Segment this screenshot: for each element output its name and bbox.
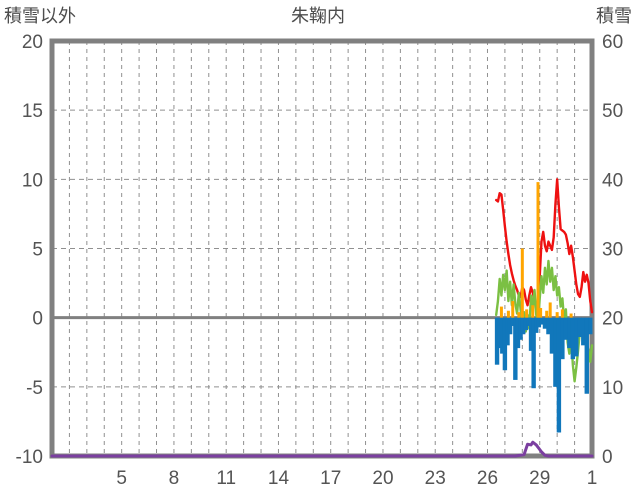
red-line xyxy=(494,178,594,314)
y2-tick-label: 40 xyxy=(602,170,623,191)
blue-bars-item xyxy=(528,317,534,351)
orange-bars-item xyxy=(520,248,524,318)
y-tick-label: 10 xyxy=(22,170,43,191)
blue-bars-item xyxy=(542,317,548,329)
gridlines-group xyxy=(52,41,592,456)
y-tick-label: 0 xyxy=(32,309,43,330)
x-tick-label: 20 xyxy=(372,468,393,489)
blue-bars-item xyxy=(574,317,579,357)
orange-bars-item xyxy=(506,310,510,318)
blue-bars-item xyxy=(526,317,531,326)
x-tick-label: 17 xyxy=(320,468,341,489)
y-tick-label: -10 xyxy=(16,447,43,468)
blue-bars-item xyxy=(549,317,555,354)
blue-bars-item xyxy=(556,317,562,433)
x-tick-label: 23 xyxy=(425,468,446,489)
x-tick-label: 8 xyxy=(169,468,180,489)
x-tick-label: 11 xyxy=(216,468,236,489)
y-tick-label: 20 xyxy=(22,32,43,53)
orange-bars-item xyxy=(569,313,573,318)
chart-title: 朱鞠内 xyxy=(291,6,345,26)
x-tick-label: 14 xyxy=(268,468,290,489)
orange-bars-item xyxy=(531,305,535,318)
blue-bars-item xyxy=(553,317,558,387)
orange-bars-item xyxy=(511,301,515,318)
blue-bars-item xyxy=(513,317,518,380)
y2-tick-label: 10 xyxy=(602,378,623,399)
blue-bars-item xyxy=(560,317,565,360)
blue-bars-item xyxy=(534,317,539,333)
blue-bars-item xyxy=(507,317,513,335)
y2-tick-label: 50 xyxy=(602,101,623,122)
blue-bars-item xyxy=(567,317,572,349)
blue-bars-item xyxy=(494,317,500,365)
orange-bars-item xyxy=(545,310,549,318)
blue-bars-item xyxy=(539,317,544,325)
blue-bars-item xyxy=(497,317,502,349)
blue-bars-item xyxy=(581,317,586,346)
blue-bars-item xyxy=(563,317,569,340)
orange-bars-item xyxy=(525,309,529,318)
blue-bars-item xyxy=(500,317,505,354)
y2-tick-label: 20 xyxy=(602,309,623,330)
orange-bars-item xyxy=(499,306,503,318)
x-tick-label: 5 xyxy=(116,468,127,489)
blue-bars-item xyxy=(536,317,542,328)
x-tick-label: 26 xyxy=(477,468,498,489)
blue-bars-item xyxy=(520,317,526,335)
data-series-group xyxy=(50,178,594,458)
blue-bars-item xyxy=(502,317,508,371)
right-axis-title: 積雪 xyxy=(596,6,632,26)
blue-bars-item xyxy=(588,317,593,335)
y-tick-label: 5 xyxy=(32,240,43,261)
y-tick-label: -5 xyxy=(26,378,43,399)
orange-bars-item xyxy=(539,307,543,318)
y-tick-label: 15 xyxy=(22,101,43,122)
blue-bars-item xyxy=(510,317,515,326)
purple-snow xyxy=(50,440,594,458)
orange-bars-item xyxy=(536,182,540,318)
orange-bars-item xyxy=(517,312,521,318)
y2-tick-label: 60 xyxy=(602,32,623,53)
blue-bars-item xyxy=(531,317,536,389)
blue-bars-item xyxy=(570,317,576,360)
y2-tick-label: 0 xyxy=(602,447,613,468)
orange-bars-item xyxy=(555,312,559,318)
orange-bars-item xyxy=(548,302,552,318)
x-tick-label: 29 xyxy=(529,468,550,489)
blue-bars-item xyxy=(505,317,510,346)
left-axis-title: 積雪以外 xyxy=(4,6,76,26)
blue-bars-item xyxy=(577,317,583,338)
x-tick-label: 1 xyxy=(587,468,598,489)
blue-bars-item xyxy=(546,317,551,335)
orange-bars-item xyxy=(560,309,564,318)
blue-bars-item xyxy=(584,317,589,394)
blue-bars-item xyxy=(515,317,521,349)
blue-bars-item xyxy=(523,317,529,331)
y2-tick-label: 30 xyxy=(602,240,623,261)
blue-bars-item xyxy=(518,317,523,340)
